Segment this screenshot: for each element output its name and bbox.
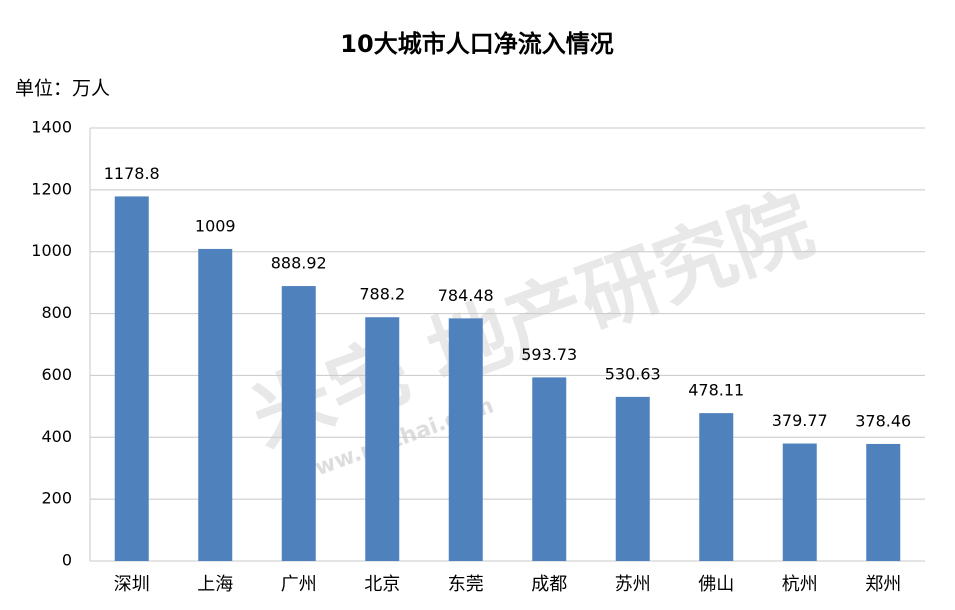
y-tick-label: 200 [41,489,72,508]
bar [448,318,483,561]
bar [365,317,400,561]
data-label: 1009 [195,216,236,235]
bar [699,413,734,561]
data-label: 788.2 [359,285,405,304]
data-label: 478.11 [688,381,744,400]
x-tick-label: 东莞 [448,574,484,595]
bar [615,396,650,561]
bar [114,196,149,561]
bar [532,377,567,561]
y-tick-label: 400 [41,427,72,446]
chart-title: 10大城市人口净流入情况 [340,30,613,58]
x-tick-label: 杭州 [782,574,818,595]
data-label: 530.63 [605,364,661,383]
data-label: 784.48 [438,286,494,305]
y-tick-label: 1000 [31,241,72,260]
x-tick-label: 成都 [531,574,567,595]
x-tick-label: 上海 [197,574,233,595]
data-label: 1178.8 [104,164,160,183]
x-tick-label: 广州 [281,574,317,595]
x-tick-label: 郑州 [865,574,901,595]
bar [198,248,233,561]
unit-label: 单位：万人 [15,78,110,100]
y-tick-label: 600 [41,365,72,384]
y-tick-label: 800 [41,303,72,322]
y-tick-label: 1200 [31,179,72,198]
data-label: 888.92 [271,254,327,273]
y-tick-label: 0 [62,551,72,570]
x-tick-label: 深圳 [114,574,150,595]
y-tick-label: 1400 [31,118,72,137]
x-tick-label: 佛山 [698,574,734,595]
data-label: 378.46 [855,411,911,430]
bar [281,286,316,561]
data-label: 593.73 [521,345,577,364]
bar [866,443,901,561]
x-tick-label: 北京 [364,574,400,595]
x-tick-label: 苏州 [615,574,651,595]
data-label: 379.77 [772,411,828,430]
bar [782,443,817,561]
